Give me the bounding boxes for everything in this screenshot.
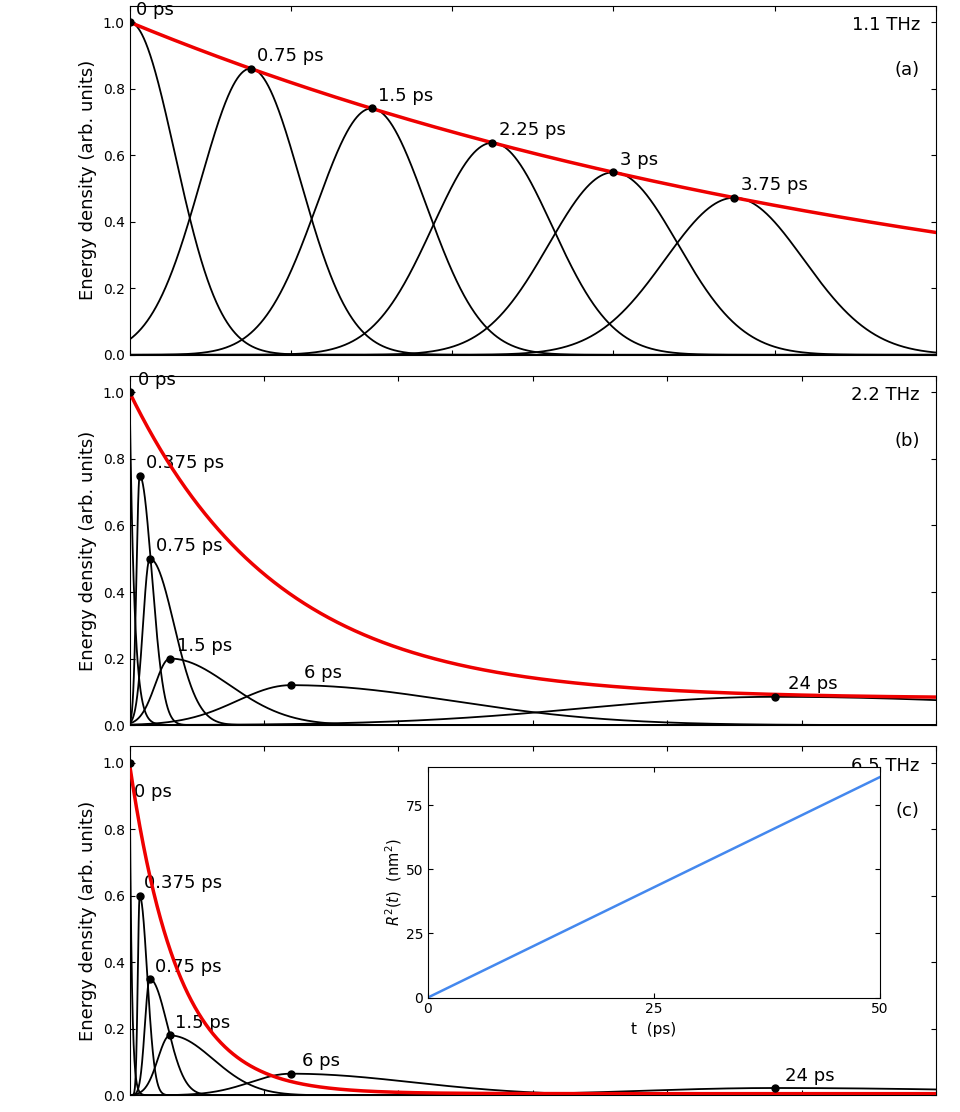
Text: 2.2 THz: 2.2 THz [852,386,920,405]
Text: 6 ps: 6 ps [301,1052,340,1071]
Text: 24 ps: 24 ps [788,675,838,694]
Text: 3.75 ps: 3.75 ps [741,177,807,195]
Text: 0 ps: 0 ps [133,783,172,801]
Text: 0.375 ps: 0.375 ps [144,874,222,893]
Text: 6 ps: 6 ps [304,664,343,682]
Text: 0 ps: 0 ps [137,371,176,389]
Text: 1.5 ps: 1.5 ps [176,1014,230,1032]
Text: 3 ps: 3 ps [620,151,658,169]
Text: (a): (a) [895,61,920,79]
Text: 24 ps: 24 ps [785,1066,835,1084]
Y-axis label: Energy density (arb. units): Energy density (arb. units) [79,430,97,671]
Text: 6.5 THz: 6.5 THz [852,756,920,775]
Text: 2.25 ps: 2.25 ps [499,121,565,139]
Text: 1.5 ps: 1.5 ps [378,87,433,105]
Text: 1.1 THz: 1.1 THz [852,16,920,34]
Text: 0.375 ps: 0.375 ps [147,455,225,473]
Y-axis label: Energy density (arb. units): Energy density (arb. units) [79,60,97,300]
Text: 1.5 ps: 1.5 ps [177,637,232,655]
Text: 0.75 ps: 0.75 ps [257,47,324,66]
Text: 0.75 ps: 0.75 ps [156,537,223,555]
Text: 0.75 ps: 0.75 ps [156,957,222,975]
Text: 0 ps: 0 ps [136,1,174,19]
Text: (c): (c) [896,802,920,820]
Y-axis label: Energy density (arb. units): Energy density (arb. units) [79,801,97,1041]
Text: (b): (b) [895,431,920,449]
